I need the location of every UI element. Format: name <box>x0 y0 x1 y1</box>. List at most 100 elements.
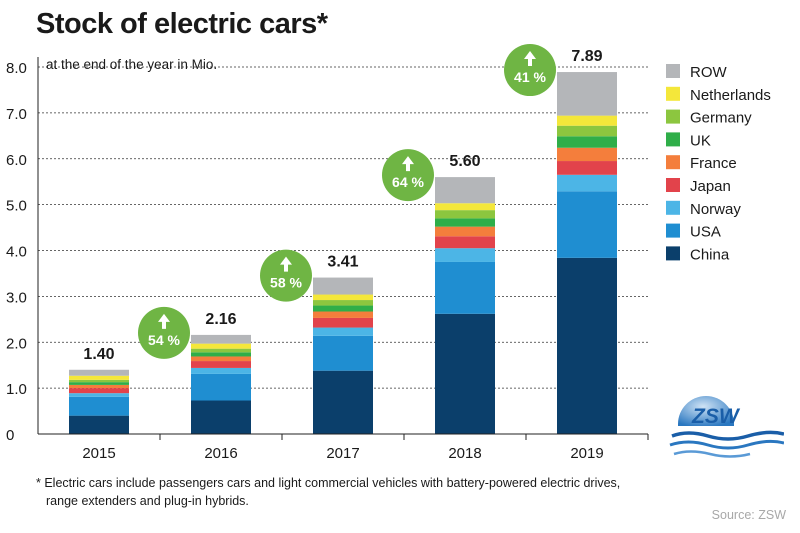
legend-swatch <box>666 109 680 124</box>
bar-segment-row <box>313 277 373 295</box>
growth-label: 58 % <box>270 275 302 291</box>
legend-item-china: China <box>666 246 730 263</box>
growth-arrow-icon <box>524 51 536 67</box>
bar-total-label: 3.41 <box>327 254 358 271</box>
growth-bubble-circle <box>382 149 434 202</box>
bar-segment-norway <box>69 393 129 397</box>
legend-swatch <box>666 178 680 192</box>
bar-segment-norway <box>557 174 617 192</box>
y-tick-label: 3.0 <box>6 289 27 306</box>
footnote-line-2: range extenders and plug-in hybrids. <box>46 494 249 508</box>
legend-swatch <box>666 246 680 261</box>
bar-segment-china <box>313 370 373 434</box>
legend-label: Norway <box>690 201 741 218</box>
growth-bubble: 54 % <box>138 306 190 359</box>
x-tick-label: 2015 <box>82 445 115 462</box>
legend-label: ROW <box>690 64 728 81</box>
growth-bubble: 64 % <box>382 149 434 202</box>
chart-subtitle: at the end of the year in Mio. <box>46 57 217 72</box>
growth-label: 64 % <box>392 174 424 190</box>
chart-title: Stock of electric cars* <box>36 8 328 40</box>
logo-text: ZSW <box>691 405 741 428</box>
legend-label: Japan <box>690 178 731 195</box>
zsw-logo: ZSW <box>668 396 785 471</box>
growth-bubble: 58 % <box>260 249 312 302</box>
bar-segment-usa <box>69 396 129 416</box>
bar-segment-uk <box>313 305 373 312</box>
legend-item-row: ROW <box>666 64 728 81</box>
bar-segment-china <box>191 400 251 434</box>
x-tick-label: 2019 <box>570 445 603 462</box>
legend-label: Netherlands <box>690 87 771 104</box>
legend-item-japan: Japan <box>666 178 731 195</box>
y-tick-label: 2.0 <box>6 335 27 352</box>
growth-label: 54 % <box>148 332 180 348</box>
bar-total-label: 7.89 <box>571 48 602 65</box>
growth-bubble: 41 % <box>504 44 556 97</box>
legend-swatch <box>666 200 680 215</box>
bar-segment-china <box>435 313 495 434</box>
bar-segment-usa <box>313 335 373 371</box>
bar-segment-japan <box>557 161 617 175</box>
bar-segment-germany <box>557 125 617 137</box>
bar-segment-china <box>557 257 617 434</box>
legend-swatch <box>666 132 680 147</box>
bar-segment-china <box>69 415 129 434</box>
growth-bubble-circle <box>138 306 190 359</box>
bar-segment-france <box>191 356 251 362</box>
legend-item-usa: USA <box>666 223 721 241</box>
chart: 1.40 2.16 3.41 5.60 7.89 0 1.0 2.0 3.0 4.0 5.0 6.0… <box>6 44 771 462</box>
footnote: * Electric cars include passengers cars … <box>36 474 620 510</box>
bar-segment-netherlands <box>191 343 251 349</box>
bar-segment-uk <box>557 136 617 148</box>
bar-segment-japan <box>435 236 495 249</box>
bar-segment-row <box>435 177 495 204</box>
growth-arrow-icon <box>402 156 414 172</box>
legend-item-uk: UK <box>666 132 711 149</box>
bar-segment-row <box>191 334 251 344</box>
growth-bubble-circle <box>260 249 312 302</box>
bar-segment-germany <box>435 210 495 219</box>
legend-item-germany: Germany <box>666 109 752 127</box>
bar-segment-netherlands <box>313 294 373 301</box>
bar-segment-norway <box>313 327 373 336</box>
bar-total-label: 5.60 <box>449 153 480 170</box>
legend-label: France <box>690 155 737 172</box>
source-credit: Source: ZSW <box>711 508 786 522</box>
legend-swatch <box>666 86 680 101</box>
x-tick-label: 2017 <box>326 445 359 462</box>
bar-total-label: 2.16 <box>205 311 236 328</box>
bar-segment-germany <box>313 300 373 306</box>
x-tick-label: 2018 <box>448 445 481 462</box>
bar-total-label: 1.40 <box>83 346 114 363</box>
growth-arrow-icon <box>158 313 170 329</box>
growth-bubble-circle <box>504 44 556 97</box>
legend-swatch <box>666 64 680 78</box>
bar-segment-germany <box>191 348 251 353</box>
y-tick-label: 5.0 <box>6 198 27 215</box>
bar-segment-japan <box>313 317 373 328</box>
bar-segment-france <box>313 311 373 318</box>
legend-item-norway: Norway <box>666 200 741 218</box>
bar-segment-uk <box>191 352 251 357</box>
legend-label: China <box>690 246 730 263</box>
bar-segment-france <box>557 147 617 162</box>
bar-segment-row <box>557 72 617 116</box>
y-tick-label: 0 <box>6 427 14 444</box>
bar-segment-france <box>435 226 495 237</box>
bar-segment-usa <box>191 373 251 401</box>
growth-arrow-icon <box>280 256 292 272</box>
legend-item-netherlands: Netherlands <box>666 86 771 104</box>
legend-label: UK <box>690 132 711 149</box>
footnote-line-1: * Electric cars include passengers cars … <box>36 476 621 490</box>
y-tick-label: 1.0 <box>6 381 27 398</box>
legend-swatch <box>666 223 680 238</box>
y-tick-label: 8.0 <box>6 60 27 77</box>
bar-segment-uk <box>435 218 495 227</box>
legend-item-france: France <box>666 155 737 172</box>
bar-segment-japan <box>69 388 129 394</box>
y-tick-label: 6.0 <box>6 152 27 169</box>
bar-segment-usa <box>557 191 617 258</box>
bar-segment-netherlands <box>435 203 495 211</box>
bar-segment-netherlands <box>557 115 617 126</box>
